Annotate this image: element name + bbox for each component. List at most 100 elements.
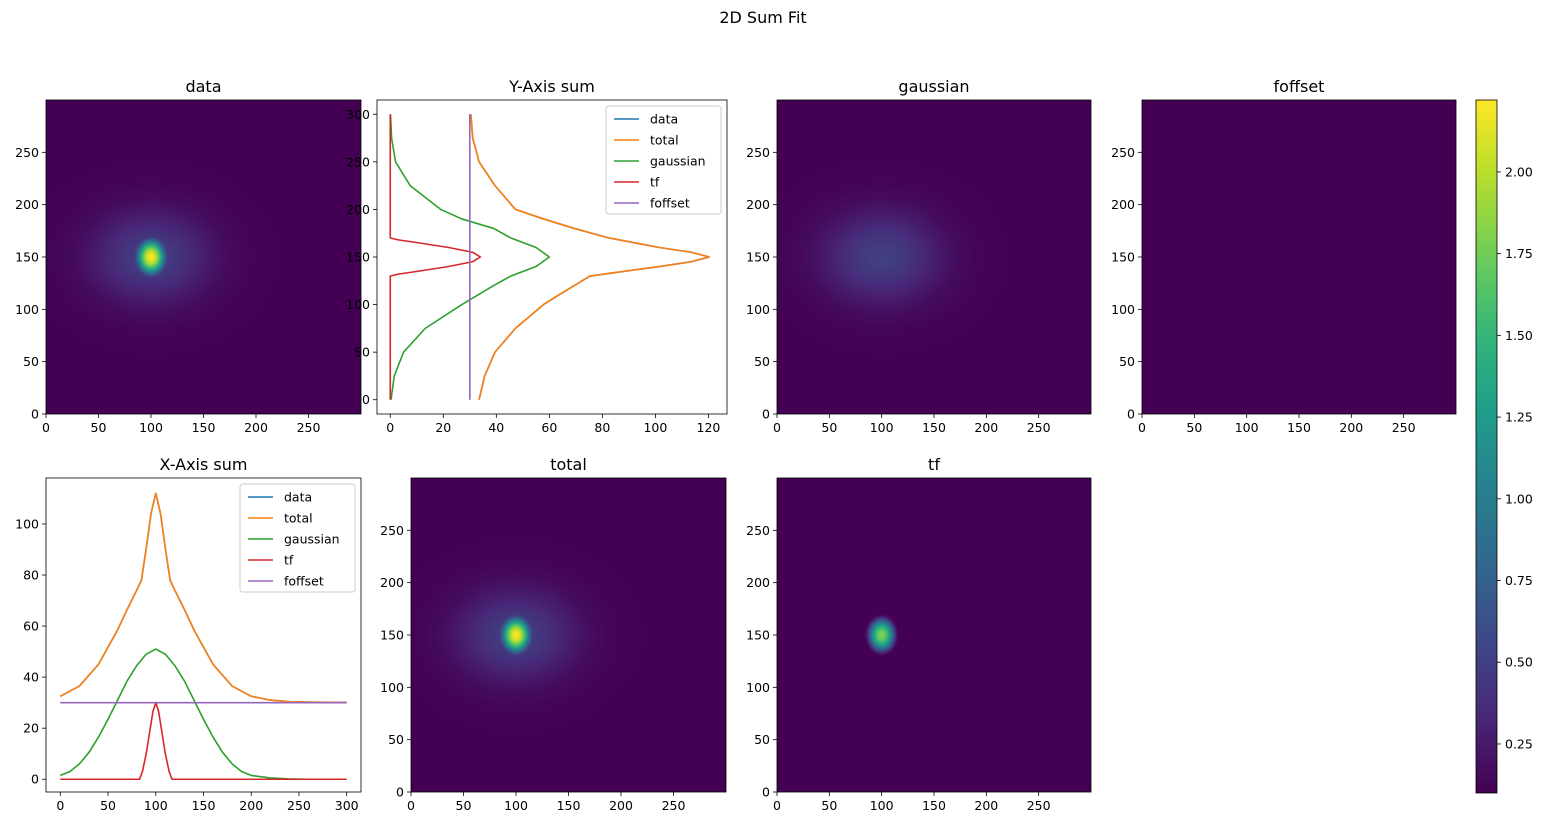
legend-label: total (284, 511, 313, 526)
subplot-title: foffset (1274, 77, 1325, 96)
y-tick-label: 50 (1119, 354, 1135, 369)
y-tick-label: 150 (15, 250, 39, 265)
x-tick-label: 0 (386, 420, 394, 435)
y-tick-label: 250 (346, 154, 370, 169)
figure-suptitle: 2D Sum Fit (719, 8, 806, 27)
heatmap-image (777, 478, 1091, 792)
y-tick-label: 100 (380, 680, 404, 695)
y-tick-label: 0 (762, 785, 770, 800)
heatmap-panel-data: 0 50 100 150 200 250 0 50 100 150 200 250 data (15, 77, 362, 435)
x-tick-label: 200 (244, 420, 268, 435)
colorbar-tick-label: 0.75 (1505, 573, 1533, 588)
x-tick-label: 250 (1027, 420, 1051, 435)
legend-label: foffset (650, 196, 690, 211)
x-tick-label: 100 (870, 798, 894, 813)
subplot-title: tf (928, 455, 940, 474)
x-tick-label: 20 (435, 420, 451, 435)
heatmap-image (1142, 100, 1456, 414)
line-panel-xsum: 0 50 100 150 200 250 300 0 20 40 60 80 100 X-Axis sum… (15, 455, 362, 813)
y-tick-label: 250 (1111, 145, 1135, 160)
y-tick-label: 250 (746, 145, 770, 160)
x-tick-label: 250 (297, 420, 321, 435)
x-tick-label: 150 (922, 798, 946, 813)
y-tick-label: 80 (23, 568, 39, 583)
y-tick-label: 150 (346, 250, 370, 265)
y-tick-label: 100 (346, 297, 370, 312)
x-tick-label: 50 (1186, 420, 1202, 435)
x-tick-label: 200 (609, 798, 633, 813)
heatmap-panel-total: 0 50 100 150 200 250 0 50 100 150 200 250 total (380, 455, 727, 813)
y-tick-label: 100 (15, 302, 39, 317)
x-tick-label: 200 (239, 798, 263, 813)
series-line-tf (389, 114, 482, 400)
y-tick-label: 200 (346, 202, 370, 217)
x-tick-label: 80 (594, 420, 610, 435)
y-tick-label: 100 (15, 516, 39, 531)
legend-label: tf (650, 175, 660, 190)
legend: data total gaussian tf foffset (239, 483, 356, 593)
y-tick-label: 0 (31, 407, 39, 422)
heatmap-image (46, 100, 361, 414)
x-tick-label: 150 (1287, 420, 1311, 435)
heatmap-image (777, 100, 1091, 414)
x-tick-label: 0 (56, 798, 64, 813)
y-tick-label: 0 (31, 772, 39, 787)
x-tick-label: 100 (870, 420, 894, 435)
y-tick-label: 60 (23, 619, 39, 634)
y-tick-label: 100 (1111, 302, 1135, 317)
subplot-title: total (550, 455, 587, 474)
x-tick-label: 250 (1392, 420, 1416, 435)
x-tick-label: 250 (1027, 798, 1051, 813)
x-tick-label: 100 (144, 798, 168, 813)
y-tick-label: 150 (746, 628, 770, 643)
y-tick-label: 150 (1111, 250, 1135, 265)
legend-label: total (650, 133, 679, 148)
x-tick-label: 200 (974, 420, 998, 435)
y-tick-label: 0 (396, 785, 404, 800)
y-tick-label: 50 (754, 354, 770, 369)
colorbar-tick-label: 1.25 (1505, 410, 1533, 425)
x-tick-label: 100 (1235, 420, 1259, 435)
series-line-total (470, 114, 711, 400)
y-tick-label: 50 (23, 354, 39, 369)
y-tick-label: 200 (1111, 197, 1135, 212)
y-tick-label: 250 (746, 523, 770, 538)
x-tick-label: 150 (557, 798, 581, 813)
colorbar-tick-label: 2.00 (1505, 164, 1533, 179)
x-tick-label: 300 (335, 798, 359, 813)
x-tick-label: 0 (407, 798, 415, 813)
colorbar-tick-label: 0.25 (1505, 736, 1533, 751)
x-tick-label: 150 (192, 798, 216, 813)
y-tick-label: 50 (354, 345, 370, 360)
series-line-gaussian (389, 114, 551, 400)
y-tick-label: 0 (762, 407, 770, 422)
x-tick-label: 50 (100, 798, 116, 813)
heatmap-panel-gaussian: 0 50 100 150 200 250 0 50 100 150 200 250 gaussian (746, 77, 1092, 435)
subplot-title: X-Axis sum (160, 455, 248, 474)
legend-label: foffset (284, 574, 324, 589)
x-tick-label: 200 (974, 798, 998, 813)
x-tick-label: 50 (821, 420, 837, 435)
y-tick-label: 0 (362, 392, 370, 407)
colorbar-tick-label: 1.00 (1505, 491, 1533, 506)
legend-label: tf (284, 553, 294, 568)
x-tick-label: 100 (139, 420, 163, 435)
x-tick-label: 50 (456, 798, 472, 813)
heatmap-image (411, 478, 726, 792)
heatmap-panel-foffset: 0 50 100 150 200 250 0 50 100 150 200 250 foffset (1111, 77, 1457, 435)
y-tick-label: 100 (746, 302, 770, 317)
x-tick-label: 0 (773, 798, 781, 813)
legend-frame (239, 483, 356, 593)
colorbar: 0.25 0.50 0.75 1.00 1.25 1.50 1.75 2.00 (1475, 99, 1533, 794)
y-tick-label: 200 (15, 197, 39, 212)
series-group (389, 114, 711, 400)
y-tick-label: 50 (388, 732, 404, 747)
x-tick-label: 150 (192, 420, 216, 435)
legend-label: data (650, 112, 678, 127)
x-tick-label: 250 (662, 798, 686, 813)
y-tick-label: 250 (15, 145, 39, 160)
y-tick-label: 20 (23, 721, 39, 736)
y-tick-label: 100 (746, 680, 770, 695)
y-tick-label: 200 (380, 575, 404, 590)
